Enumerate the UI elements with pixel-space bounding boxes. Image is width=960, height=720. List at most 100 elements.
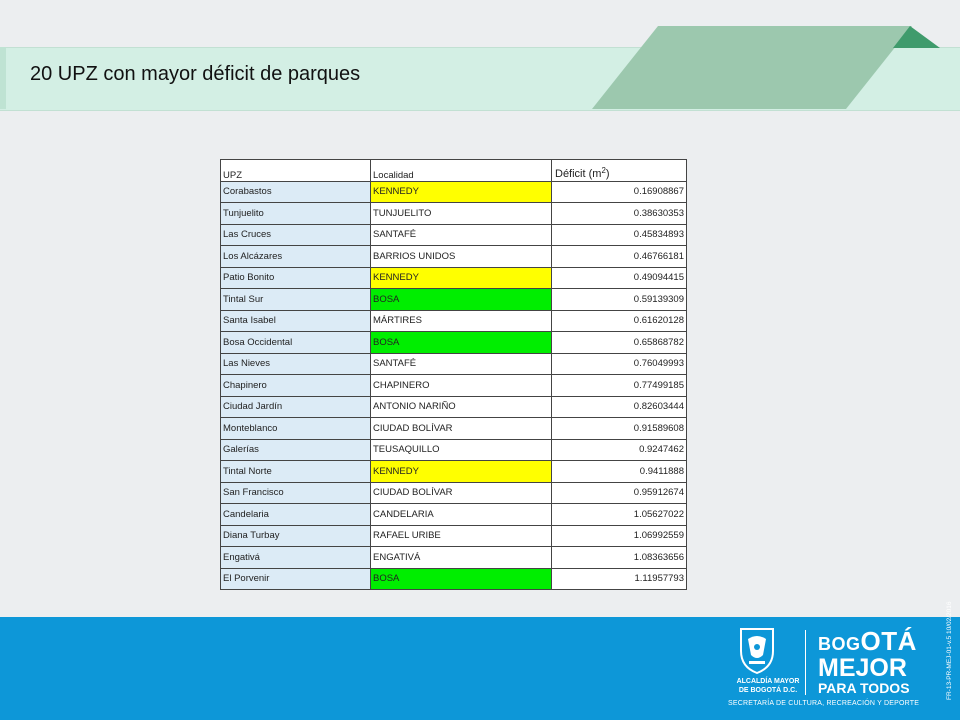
alcaldia-line2: DE BOGOTÁ D.C. (738, 687, 798, 694)
cell-localidad: BARRIOS UNIDOS (370, 245, 552, 268)
cell-upz: Tunjuelito (220, 202, 371, 225)
cell-upz: Tintal Sur (220, 288, 371, 311)
cell-localidad: SANTAFÉ (370, 352, 552, 375)
table-row: Corabastos KENNEDY 0.16908867 (220, 180, 687, 203)
cell-localidad: TEUSAQUILLO (370, 438, 552, 461)
cell-localidad: CIUDAD BOLÍVAR (370, 481, 552, 504)
alcaldia-label: ALCALDÍA MAYOR DE BOGOTÁ D.C. (722, 677, 814, 695)
cell-upz: Diana Turbay (220, 524, 371, 547)
cell-upz: Las Nieves (220, 352, 371, 375)
cell-upz: Las Cruces (220, 223, 371, 246)
table-row: Chapinero CHAPINERO 0.77499185 (220, 374, 687, 397)
cell-deficit: 1.08363656 (551, 546, 687, 569)
cell-upz: Galerías (220, 438, 371, 461)
table-row: Las Cruces SANTAFÉ 0.45834893 (220, 223, 687, 246)
table-row: Diana Turbay RAFAEL URIBE 1.06992559 (220, 524, 687, 547)
table-row: Tintal Norte KENNEDY 0.9411888 (220, 460, 687, 483)
brand-g: G (846, 634, 861, 654)
table-row: Engativá ENGATIVÁ 1.08363656 (220, 546, 687, 569)
table-row: Patio Bonito KENNEDY 0.49094415 (220, 266, 687, 289)
cell-deficit: 0.77499185 (551, 374, 687, 397)
table-row: San Francisco CIUDAD BOLÍVAR 0.95912674 (220, 481, 687, 504)
cell-upz: Corabastos (220, 180, 371, 203)
cell-localidad: TUNJUELITO (370, 202, 552, 225)
cell-localidad: KENNEDY (370, 266, 552, 289)
table-row: Santa Isabel MÁRTIRES 0.61620128 (220, 309, 687, 332)
table-row: El Porvenir BOSA 1.11957793 (220, 567, 687, 590)
cell-upz: Patio Bonito (220, 266, 371, 289)
table-row: Monteblanco CIUDAD BOLÍVAR 0.91589608 (220, 417, 687, 440)
roof-shape-dark (893, 26, 940, 48)
table-row: Bosa Occidental BOSA 0.65868782 (220, 331, 687, 354)
cell-upz: Monteblanco (220, 417, 371, 440)
brand-bo: BO (818, 634, 846, 654)
table-row: Tunjuelito TUNJUELITO 0.38630353 (220, 202, 687, 225)
table-row: Galerías TEUSAQUILLO 0.9247462 (220, 438, 687, 461)
cell-deficit: 1.11957793 (551, 567, 687, 590)
secretaria-label: SECRETARÍA DE CULTURA, RECREACIÓN Y DEPO… (728, 700, 920, 707)
table-row: Tintal Sur BOSA 0.59139309 (220, 288, 687, 311)
cell-deficit: 0.65868782 (551, 331, 687, 354)
cell-localidad: KENNEDY (370, 460, 552, 483)
table-row: Las Nieves SANTAFÉ 0.76049993 (220, 352, 687, 375)
cell-localidad: CIUDAD BOLÍVAR (370, 417, 552, 440)
cell-localidad: BOSA (370, 331, 552, 354)
cell-localidad: BOSA (370, 288, 552, 311)
cell-upz: El Porvenir (220, 567, 371, 590)
title-band-accent (0, 47, 6, 109)
header-deficit-close: ) (605, 168, 610, 181)
footer-band (0, 617, 960, 720)
cell-localidad: BOSA (370, 567, 552, 590)
header-localidad: Localidad (370, 159, 552, 182)
cell-localidad: KENNEDY (370, 180, 552, 203)
cell-deficit: 0.95912674 (551, 481, 687, 504)
brand-bogota: BOGOTÁ (818, 628, 917, 657)
cell-upz: Bosa Occidental (220, 331, 371, 354)
cell-deficit: 1.05627022 (551, 503, 687, 526)
cell-deficit: 0.16908867 (551, 180, 687, 203)
cell-deficit: 0.9247462 (551, 438, 687, 461)
cell-deficit: 0.91589608 (551, 417, 687, 440)
document-code: FR-13-PR-MEJ-01-v.5 10/02/2016 (946, 601, 953, 700)
table-row: Los Alcázares BARRIOS UNIDOS 0.46766181 (220, 245, 687, 268)
table-body: Corabastos KENNEDY 0.16908867 Tunjuelito TUN… (220, 180, 687, 590)
footer-divider (805, 630, 806, 695)
cell-upz: Candelaria (220, 503, 371, 526)
cell-localidad: ANTONIO NARIÑO (370, 395, 552, 418)
cell-upz: Santa Isabel (220, 309, 371, 332)
cell-deficit: 0.59139309 (551, 288, 687, 311)
bogota-crest-icon (740, 628, 774, 675)
brand-ota: OTÁ (860, 626, 917, 656)
cell-localidad: SANTAFÉ (370, 223, 552, 246)
table-row: Candelaria CANDELARIA 1.05627022 (220, 503, 687, 526)
cell-deficit: 1.06992559 (551, 524, 687, 547)
cell-upz: Engativá (220, 546, 371, 569)
table-header-row: UPZ Localidad Déficit (m2) (220, 159, 687, 182)
upz-deficit-table: UPZ Localidad Déficit (m2) Corabastos KEN… (220, 159, 687, 590)
brand-mejor: MEJOR (818, 654, 907, 682)
cell-upz: Los Alcázares (220, 245, 371, 268)
cell-upz: Ciudad Jardín (220, 395, 371, 418)
cell-deficit: 0.45834893 (551, 223, 687, 246)
cell-localidad: ENGATIVÁ (370, 546, 552, 569)
table-row: Ciudad Jardín ANTONIO NARIÑO 0.82603444 (220, 395, 687, 418)
cell-upz: Tintal Norte (220, 460, 371, 483)
slide-title: 20 UPZ con mayor déficit de parques (30, 63, 361, 85)
cell-localidad: MÁRTIRES (370, 309, 552, 332)
header-deficit-label: Déficit (m (555, 168, 602, 181)
cell-deficit: 0.9411888 (551, 460, 687, 483)
cell-localidad: RAFAEL URIBE (370, 524, 552, 547)
cell-deficit: 0.46766181 (551, 245, 687, 268)
header-upz: UPZ (220, 159, 371, 182)
brand-para-todos: PARA TODOS (818, 680, 910, 696)
alcaldia-line1: ALCALDÍA MAYOR (736, 678, 800, 685)
cell-localidad: CANDELARIA (370, 503, 552, 526)
cell-deficit: 0.76049993 (551, 352, 687, 375)
header-deficit: Déficit (m2) (551, 159, 687, 182)
cell-deficit: 0.61620128 (551, 309, 687, 332)
cell-deficit: 0.38630353 (551, 202, 687, 225)
roof-decoration (592, 26, 940, 109)
cell-deficit: 0.82603444 (551, 395, 687, 418)
cell-upz: Chapinero (220, 374, 371, 397)
cell-upz: San Francisco (220, 481, 371, 504)
